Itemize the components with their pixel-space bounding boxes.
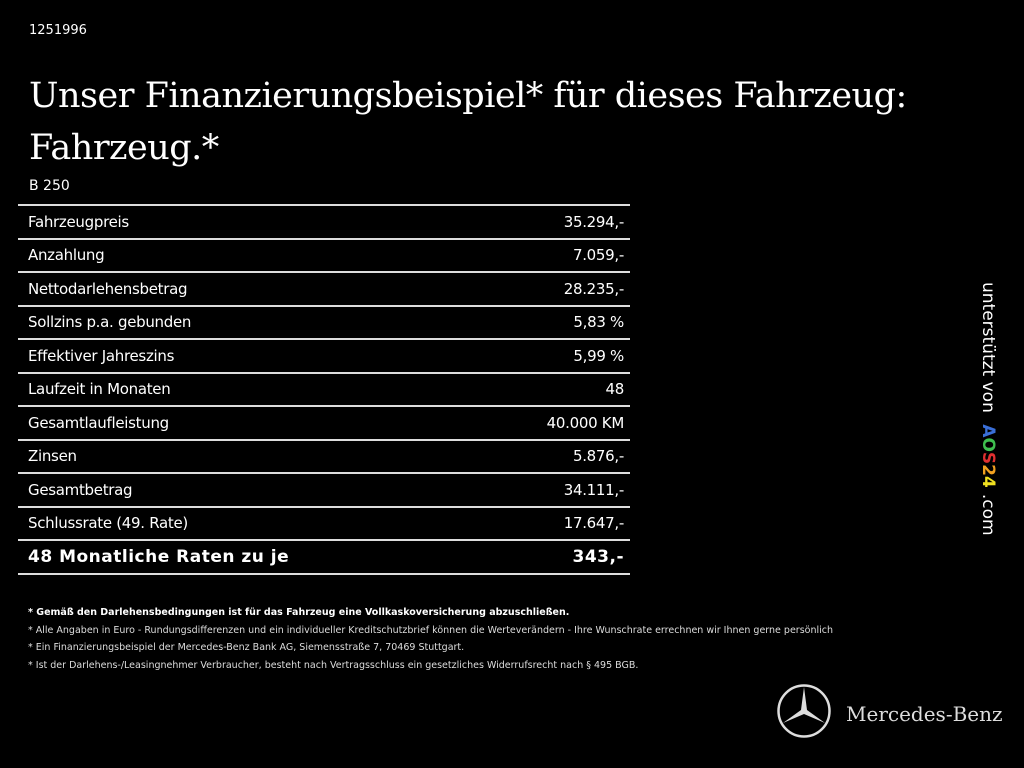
supported-by-aos24: unterstützt von AOS24 .com: [978, 282, 998, 536]
table-row: Gesamtbetrag 34.111,-: [18, 474, 630, 508]
row-value: 5,99 %: [573, 346, 624, 365]
table-row: Effektiver Jahreszins 5,99 %: [18, 340, 630, 374]
aos24-suffix: .com: [978, 493, 998, 536]
title-line-1: Unser Finanzierungsbeispiel* für dieses …: [29, 76, 907, 116]
footnote: * Gemäß den Darlehensbedingungen ist für…: [28, 607, 570, 618]
footnotes: * Gemäß den Darlehensbedingungen ist für…: [28, 604, 833, 675]
footnote: * Alle Angaben in Euro - Rundungsdiffere…: [28, 624, 833, 636]
row-value: 7.059,-: [572, 246, 624, 265]
row-label: 48 Monatliche Raten zu je: [28, 546, 290, 567]
mercedes-star-logo: [777, 684, 831, 738]
table-row: Zinsen 5.876,-: [18, 441, 630, 474]
row-label: Effektiver Jahreszins: [28, 346, 175, 365]
table-row: Gesamtlaufleistung 40.000 KM: [18, 407, 630, 441]
supported-by-text: unterstützt von: [978, 282, 998, 413]
aos24-logo: AOS24: [978, 424, 998, 488]
model-name: B 250: [29, 178, 70, 194]
row-value: 35.294,-: [563, 212, 625, 231]
table-row: Schlussrate (49. Rate) 17.647,-: [18, 508, 630, 541]
table-row: Anzahlung 7.059,-: [18, 240, 630, 273]
row-label: Fahrzeugpreis: [28, 212, 129, 231]
row-label: Schlussrate (49. Rate): [28, 514, 188, 533]
table-row: Laufzeit in Monaten 48: [18, 374, 630, 407]
aos24-letter: A: [978, 424, 998, 438]
total-row: 48 Monatliche Raten zu je 343,-: [18, 541, 630, 575]
row-label: Anzahlung: [28, 246, 105, 265]
financing-table: Fahrzeugpreis 35.294,- Anzahlung 7.059,- Net…: [18, 204, 630, 575]
aos24-letter: O: [978, 437, 998, 452]
title-line-2: Fahrzeug.*: [29, 128, 219, 168]
row-value: 48: [605, 380, 625, 399]
table-row: Nettodarlehensbetrag 28.235,-: [18, 273, 630, 307]
row-label: Laufzeit in Monaten: [28, 380, 171, 399]
table-row: Fahrzeugpreis 35.294,-: [18, 206, 630, 240]
row-label: Sollzins p.a. gebunden: [28, 313, 192, 332]
listing-id: 1251996: [29, 23, 87, 38]
row-label: Gesamtlaufleistung: [28, 413, 169, 432]
row-value: 40.000 KM: [546, 413, 625, 432]
row-value: 5,83 %: [573, 313, 624, 332]
footnote: * Ein Finanzierungsbeispiel der Mercedes…: [28, 642, 465, 654]
footnote: * Ist der Darlehens-/Leasingnehmer Verbr…: [28, 660, 639, 672]
row-value: 34.111,-: [563, 480, 625, 499]
aos24-letter: 2: [978, 464, 998, 476]
row-value: 5.876,-: [572, 447, 624, 466]
aos24-letter: 4: [978, 475, 998, 488]
aos24-letter: S: [978, 451, 998, 465]
row-value: 17.647,-: [563, 514, 625, 533]
brand-name: Mercedes-Benz: [846, 702, 1003, 726]
table-row: Sollzins p.a. gebunden 5,83 %: [18, 307, 630, 340]
page-title: Unser Finanzierungsbeispiel* für dieses …: [29, 70, 907, 174]
row-value: 28.235,-: [563, 279, 625, 298]
row-label: Nettodarlehensbetrag: [28, 279, 188, 298]
row-label: Gesamtbetrag: [28, 480, 133, 499]
row-value: 343,-: [572, 546, 624, 567]
row-label: Zinsen: [28, 447, 77, 466]
